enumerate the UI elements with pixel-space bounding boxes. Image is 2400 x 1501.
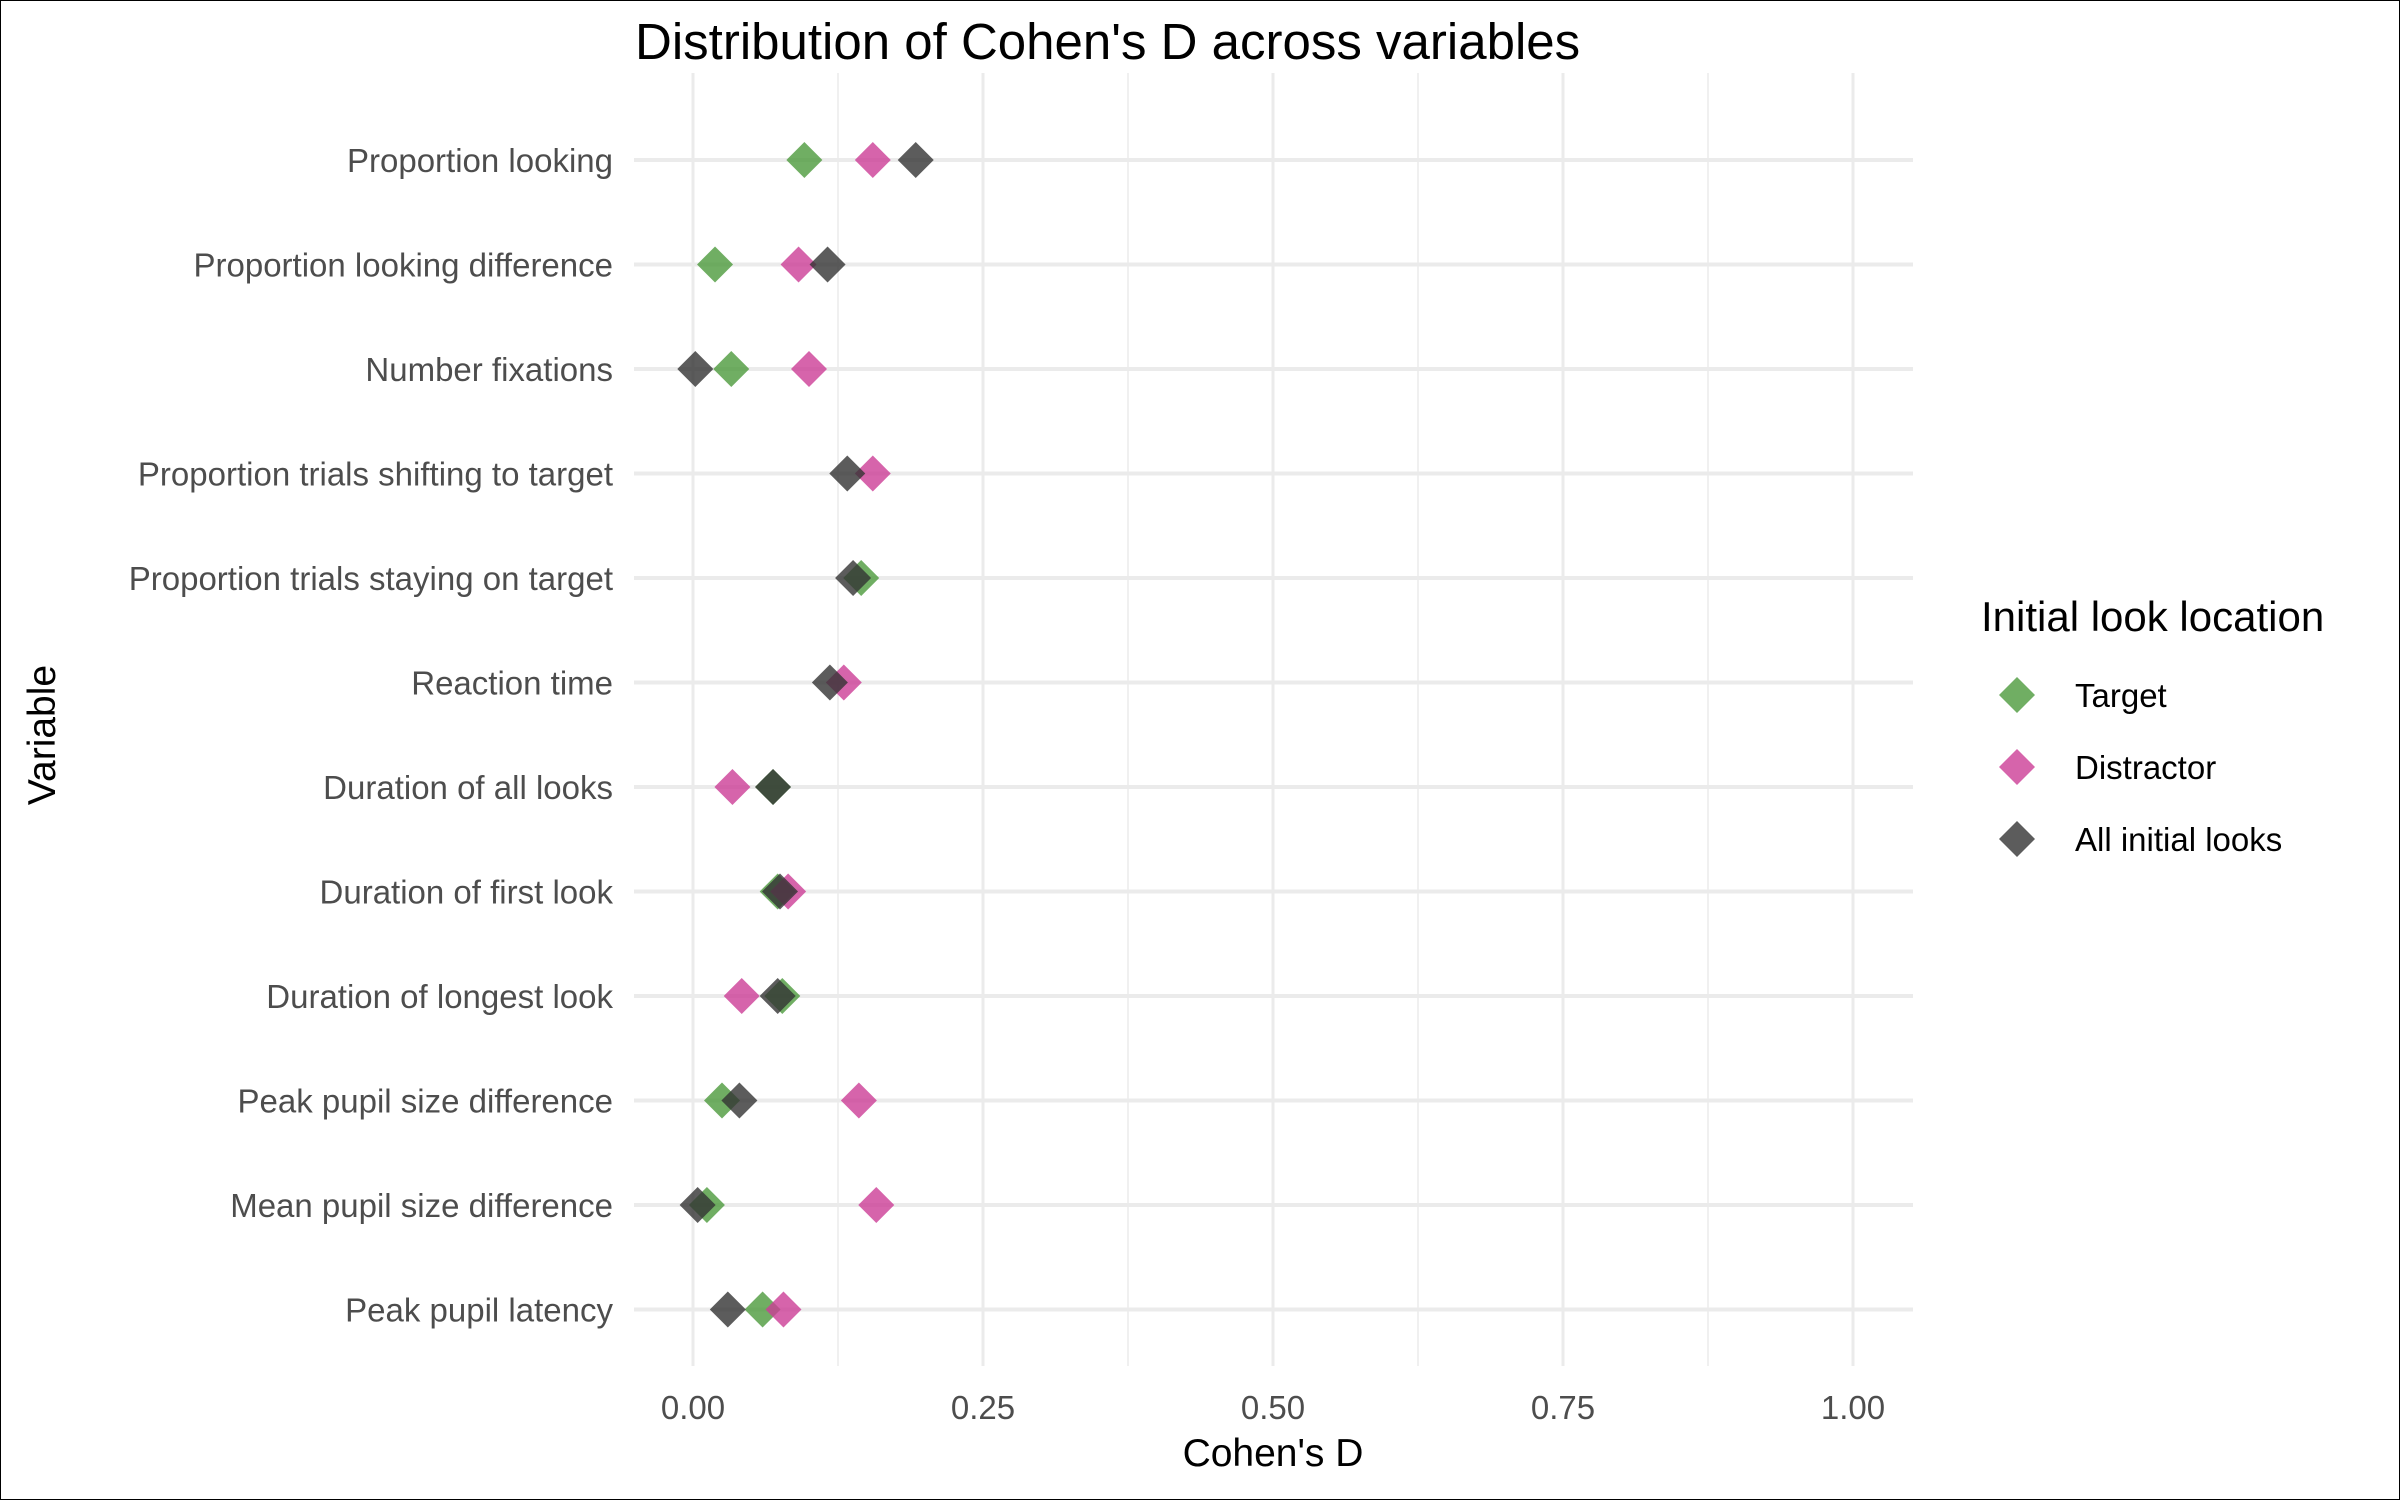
legend-key <box>1999 677 2035 713</box>
data-point <box>714 769 751 805</box>
category-label: Number fixations <box>365 351 613 388</box>
data-point <box>840 1082 877 1119</box>
data-point <box>780 246 817 283</box>
legend-key <box>1999 821 2035 857</box>
data-point <box>759 978 796 1014</box>
data-point <box>679 1187 716 1223</box>
x-tick-label: 0.50 <box>1241 1389 1305 1426</box>
data-point <box>723 978 760 1014</box>
data-point <box>791 351 827 387</box>
data-point <box>721 1082 758 1119</box>
grid-layer <box>634 73 1913 1366</box>
category-label: Duration of longest look <box>266 978 613 1015</box>
x-axis-title: Cohen's D <box>1183 1432 1364 1475</box>
x-tick-label: 0.25 <box>951 1389 1015 1426</box>
legend-label: Distractor <box>2075 749 2216 786</box>
data-point <box>744 1291 781 1328</box>
labels-layer: 0.00 0.25 0.50 0.75 1.00 Proportion looking Pr… <box>129 142 1885 1426</box>
legend-key <box>1999 749 2035 785</box>
x-tick-label: 1.00 <box>1821 1389 1885 1426</box>
x-tick-label: 0.00 <box>661 1389 725 1426</box>
legend-title: Initial look location <box>1981 593 2324 640</box>
category-label: Proportion looking difference <box>194 247 614 284</box>
data-point <box>854 142 891 178</box>
category-label: Reaction time <box>411 665 613 702</box>
data-point <box>786 142 823 178</box>
y-axis-title: Variable <box>21 665 64 805</box>
category-label: Mean pupil size difference <box>230 1187 613 1224</box>
data-point <box>858 1187 895 1223</box>
legend: Initial look location Target Distractor Al… <box>1981 593 2324 858</box>
data-point <box>854 455 891 492</box>
data-point <box>677 351 714 387</box>
points-layer <box>677 142 934 1328</box>
data-point <box>697 246 734 283</box>
data-point <box>762 873 798 910</box>
category-label: Peak pupil size difference <box>238 1083 613 1120</box>
category-label: Peak pupil latency <box>345 1292 613 1329</box>
category-label: Proportion looking <box>347 142 613 179</box>
category-label: Proportion trials shifting to target <box>138 456 613 493</box>
legend-label: All initial looks <box>2075 821 2282 858</box>
data-point <box>829 455 866 492</box>
data-point <box>835 560 872 596</box>
data-point <box>809 246 846 283</box>
chart-title: Distribution of Cohen's D across variabl… <box>635 13 1580 70</box>
legend-label: Target <box>2075 677 2167 714</box>
data-point <box>811 664 848 701</box>
data-point <box>709 1291 746 1328</box>
x-tick-label: 0.75 <box>1531 1389 1595 1426</box>
category-label: Duration of all looks <box>323 769 613 806</box>
category-label: Duration of first look <box>320 874 614 911</box>
category-label: Proportion trials staying on target <box>129 560 613 597</box>
data-point <box>755 769 792 805</box>
data-point <box>713 351 750 387</box>
data-point <box>765 1291 802 1328</box>
data-point <box>897 142 934 178</box>
